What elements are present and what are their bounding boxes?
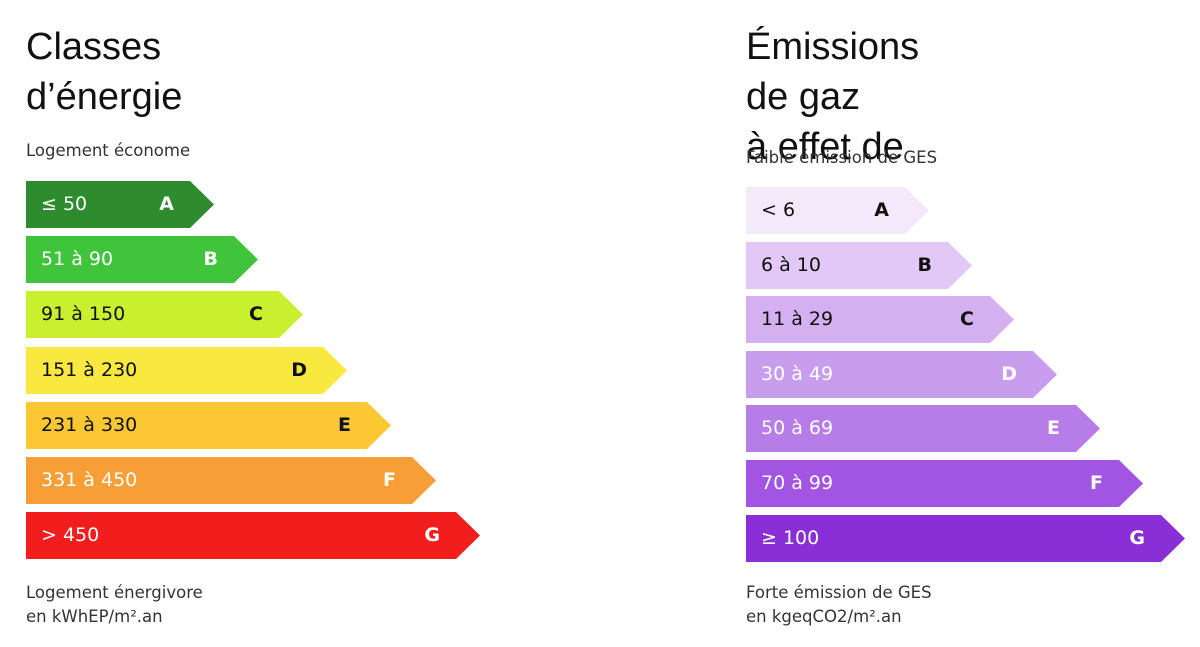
energy-bar-class-letter: F [383,469,396,491]
ges-bar-class-letter: D [1001,363,1017,385]
energy-class-title: Classes d’énergie [26,26,183,118]
energy-bar-b: 51 à 90 B [26,236,258,283]
ges-bar-class-letter: E [1047,417,1060,439]
energy-unit-label: en kWhEP/m².an [26,607,163,626]
ges-bar-class-letter: A [874,199,889,221]
ges-unit-label: en kgeqCO2/m².an [746,607,902,626]
ges-bar-range-label: < 6 [761,199,796,221]
ges-bar-class-letter: F [1090,472,1103,494]
ges-bar-class-letter: C [960,308,974,330]
energy-bar-range-label: 51 à 90 [41,248,114,270]
ges-bar-range-label: ≥ 100 [761,527,820,549]
energy-bar-range-label: ≤ 50 [41,193,88,215]
energy-bar-range-label: > 450 [41,524,100,546]
energy-bottom-label-line1: Logement énergivore [26,583,203,602]
energy-bar-range-label: 91 à 150 [41,303,126,325]
ges-bar-class-letter: B [917,254,932,276]
ges-bar-range-label: 50 à 69 [761,417,834,439]
ges-bar-b: 6 à 10 B [746,242,972,289]
energy-bar-class-letter: B [203,248,218,270]
energy-bar-range-label: 151 à 230 [41,359,138,381]
ges-bar-range-label: 11 à 29 [761,308,834,330]
ges-bar-f: 70 à 99 F [746,460,1143,507]
ges-bar-d: 30 à 49 D [746,351,1057,398]
ges-bar-range-label: 70 à 99 [761,472,834,494]
ges-bar-e: 50 à 69 E [746,405,1100,452]
ges-bar-range-label: 30 à 49 [761,363,834,385]
energy-bar-range-label: 331 à 450 [41,469,138,491]
energy-bar-class-letter: D [291,359,307,381]
ges-bar-range-label: 6 à 10 [761,254,821,276]
ges-bar-class-letter: G [1129,527,1145,549]
ges-top-label: Faible émission de GES [746,148,938,167]
energy-bar-range-label: 231 à 330 [41,414,138,436]
energy-bar-class-letter: G [424,524,440,546]
energy-bar-g: > 450 G [26,512,480,559]
energy-bar-c: 91 à 150 C [26,291,303,338]
energy-bar-f: 331 à 450 F [26,457,436,504]
ges-bottom-label: Forte émission de GES en kgeqCO2/m².an [746,581,932,629]
energy-top-label: Logement économe [26,141,191,160]
energy-bottom-label: Logement énergivore en kWhEP/m².an [26,581,203,629]
ges-bar-a: < 6 A [746,187,929,234]
ges-bar-g: ≥ 100 G [746,515,1185,562]
energy-bar-d: 151 à 230 D [26,347,347,394]
energy-bar-a: ≤ 50 A [26,181,214,228]
energy-bar-class-letter: C [249,303,263,325]
energy-bar-class-letter: E [338,414,351,436]
energy-bar-e: 231 à 330 E [26,402,391,449]
ges-bar-c: 11 à 29 C [746,296,1014,343]
energy-bar-class-letter: A [159,193,174,215]
ges-bottom-label-line1: Forte émission de GES [746,583,932,602]
